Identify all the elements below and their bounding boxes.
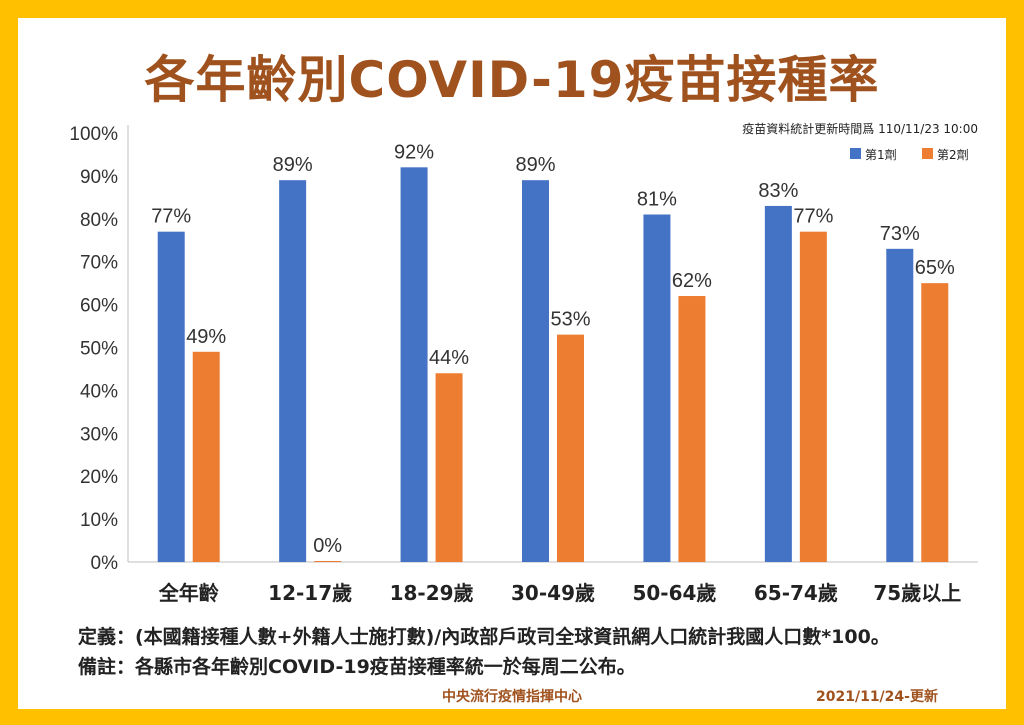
footer-organization: 中央流行疫情指揮中心 [442,689,582,705]
x-category-label: 50-64歲 [632,581,716,605]
y-tick-label: 30% [80,424,118,445]
bar-chart: 0% 10% 20% 30% 40% 50% 60% 70% 80% 90% 100% 77% 49% 全… [69,121,978,605]
x-category-label: 65-74歲 [754,581,838,605]
y-tick-label: 80% [80,210,118,231]
y-tick-label: 10% [80,510,118,531]
x-category-label: 75歲以上 [873,581,961,605]
data-label-dose1: 81% [637,189,677,211]
bar-dose2 [314,561,342,562]
y-tick-label: 0% [91,553,119,574]
data-label-dose2: 77% [793,206,833,228]
update-time-text: 疫苗資料統計更新時間爲 110/11/23 10:00 [742,121,978,136]
data-label-dose2: 0% [313,535,342,557]
x-category-label: 12-17歲 [268,581,352,605]
data-label-dose2: 65% [915,257,955,279]
definition-note: 定義：(本國籍接種人數+外籍人士施打數)/內政部戶政司全球資訊網人口統計我國人口… [78,626,890,648]
bar-dose1 [279,180,307,562]
bar-dose2 [799,231,827,563]
y-tick-label: 100% [69,124,118,145]
y-tick-label: 20% [80,467,118,488]
data-label-dose1: 89% [515,154,555,176]
bar-dose1 [522,180,549,562]
y-tick-label: 70% [80,253,118,274]
bar-dose2 [921,283,949,562]
bar-dose2 [678,296,706,562]
legend-swatch-dose2 [922,148,933,159]
y-tick-label: 40% [80,381,118,402]
data-label-dose1: 77% [151,206,191,228]
y-tick-label: 60% [80,296,118,317]
bar-dose2 [557,334,584,562]
remark-note: 備註：各縣市各年齡別COVID-19疫苗接種率統一於每周二公布。 [78,656,636,678]
data-label-dose2: 44% [429,347,469,369]
x-category-label: 全年齡 [158,581,219,605]
y-tick-label: 50% [80,339,118,360]
bar-dose1 [157,231,185,563]
bar-dose2 [192,351,220,562]
data-label-dose2: 53% [550,309,590,331]
bar-dose1 [764,205,792,562]
data-label-dose1: 89% [273,154,313,176]
x-category-label: 30-49歲 [511,581,595,605]
bar-dose1 [400,167,428,562]
legend-swatch-dose1 [850,148,861,159]
y-tick-label: 90% [80,167,118,188]
data-label-dose1: 92% [394,141,434,163]
bar-dose1 [643,214,671,562]
bar-dose2 [435,373,463,562]
data-label-dose2: 49% [186,326,226,348]
x-category-label: 18-29歲 [390,581,474,605]
data-label-dose1: 83% [758,180,798,202]
footer-update-date: 2021/11/24-更新 [816,689,938,705]
page-title: 各年齡別COVID-19疫苗接種率 [144,51,880,109]
data-label-dose1: 73% [880,223,920,245]
bar-dose1 [886,248,914,562]
data-label-dose2: 62% [672,270,712,292]
legend-label-dose1: 第1劑 [865,147,897,162]
legend-label-dose2: 第2劑 [937,147,969,162]
